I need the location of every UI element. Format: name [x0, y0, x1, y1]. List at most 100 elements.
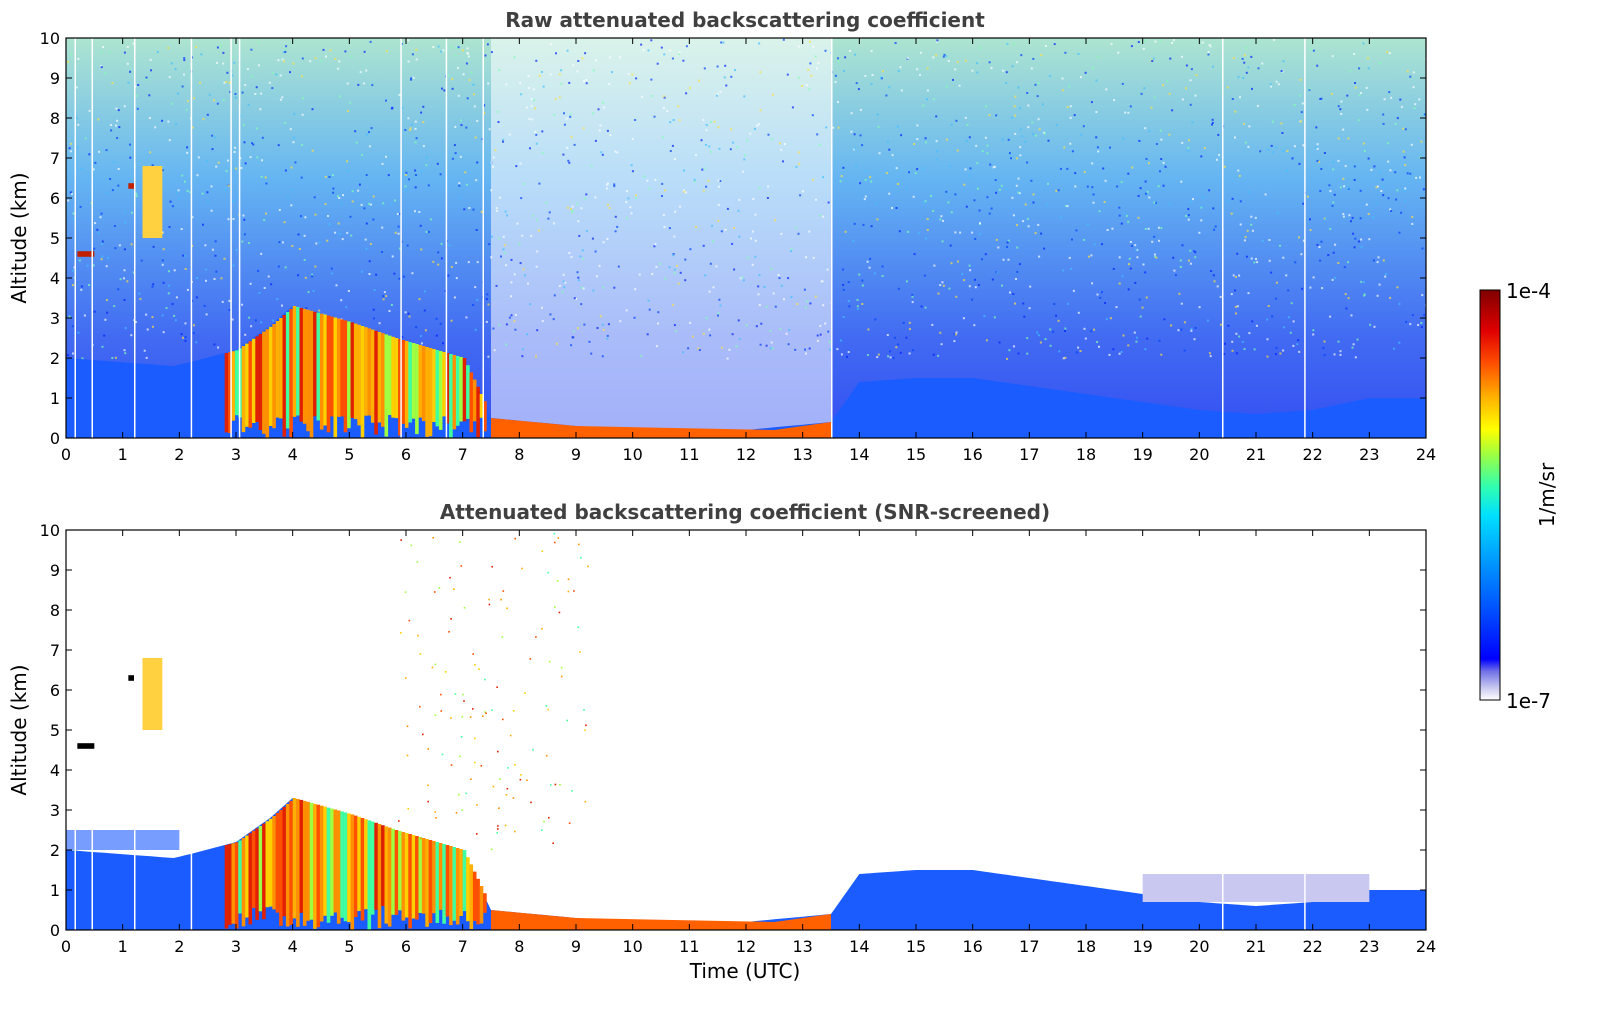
noise-pixel: [1339, 353, 1342, 356]
noise-pixel: [930, 194, 932, 197]
noise-pixel: [1394, 123, 1397, 125]
noise-pixel: [870, 225, 873, 228]
x-tick-label: 16: [962, 937, 982, 956]
noise-pixel: [326, 239, 329, 242]
noise-pixel: [414, 120, 417, 123]
noise-pixel: [1243, 122, 1245, 125]
noise-pixel: [311, 108, 314, 111]
noise-pixel: [1093, 328, 1096, 331]
noise-pixel: [520, 197, 523, 200]
noise-pixel: [381, 251, 383, 253]
noise-pixel: [1242, 77, 1245, 79]
cloud-streak: [442, 844, 446, 924]
noise-pixel: [80, 167, 83, 170]
cloud-streak: [319, 313, 324, 430]
noise-pixel: [347, 290, 350, 292]
noise-pixel: [1376, 294, 1379, 297]
noise-pixel: [415, 174, 417, 176]
noise-pixel: [580, 286, 583, 289]
noise-pixel: [801, 190, 804, 193]
noise-pixel: [349, 215, 352, 218]
noise-pixel: [368, 145, 371, 148]
noise-pixel: [1079, 350, 1082, 352]
noise-pixel: [390, 304, 393, 306]
noise-pixel: [1086, 223, 1089, 226]
noise-pixel: [864, 75, 867, 77]
noise-pixel: [1075, 229, 1078, 232]
noise-pixel: [1152, 57, 1155, 60]
panel-screened-axes: 0 1 2 3 4 5 6 7 8 9 10 11 12 13 14 15 16 17 18 19 20 21 22 23 24…: [40, 521, 1437, 956]
cloud-streak: [381, 333, 385, 427]
noise-pixel: [1337, 159, 1340, 162]
noise-pixel: [137, 84, 140, 86]
noise-pixel: [134, 321, 137, 323]
noise-pixel: [663, 53, 666, 56]
noise-pixel: [381, 162, 384, 165]
noise-pixel: [1244, 235, 1247, 238]
noise-pixel: [515, 165, 518, 168]
noise-pixel: [1160, 158, 1163, 160]
noise-pixel: [1316, 64, 1319, 67]
noise-pixel: [1250, 55, 1253, 58]
noise-pixel: [562, 153, 565, 156]
noise-pixel: [989, 163, 992, 166]
y-tick-label: 4: [50, 761, 60, 780]
cloud-streak: [415, 836, 419, 920]
noise-pixel: [819, 324, 822, 327]
noise-pixel: [1421, 294, 1424, 297]
noise-pixel: [1131, 166, 1134, 169]
noise-pixel: [107, 256, 110, 259]
panel-screened-ylabel: Altitude (km): [7, 664, 31, 795]
noise-pixel: [1171, 42, 1173, 44]
noise-pixel: [226, 71, 229, 74]
noise-pixel: [1213, 228, 1216, 231]
cloud-streak: [292, 306, 297, 417]
noise-pixel: [797, 76, 800, 79]
noise-pixel: [1128, 257, 1131, 260]
noise-pixel: [596, 327, 599, 329]
noise-pixel: [1342, 213, 1345, 215]
noise-pixel: [634, 288, 637, 291]
noise-pixel: [758, 187, 761, 189]
missing-profile: [190, 830, 193, 930]
noise-pixel: [162, 331, 165, 334]
noise-pixel: [398, 93, 401, 96]
noise-pixel: [718, 298, 721, 301]
noise-pixel: [1396, 286, 1399, 289]
noise-pixel: [145, 356, 148, 359]
noise-pixel: [129, 143, 131, 146]
noise-pixel: [780, 232, 783, 235]
noise-pixel: [281, 241, 284, 244]
noise-pixel: [1201, 41, 1204, 44]
noise-pixel: [104, 72, 107, 75]
noise-pixel: [467, 55, 470, 58]
noise-pixel: [888, 86, 891, 89]
noise-pixel: [1389, 169, 1392, 172]
noise-pixel: [739, 277, 742, 280]
noise-pixel: [529, 147, 531, 150]
noise-pixel: [227, 184, 230, 187]
noise-pixel: [391, 255, 394, 258]
noise-pixel: [722, 41, 725, 44]
noise-pixel: [911, 301, 914, 304]
noise-pixel: [135, 192, 138, 195]
noise-pixel: [751, 263, 754, 266]
noise-pixel: [601, 153, 604, 156]
noise-pixel: [530, 801, 532, 804]
noise-pixel: [463, 700, 465, 702]
cloud-streak: [428, 840, 433, 924]
noise-pixel: [1090, 101, 1093, 104]
noise-pixel: [1289, 331, 1292, 334]
noise-pixel: [1308, 87, 1311, 90]
noise-pixel: [1190, 329, 1193, 332]
noise-pixel: [233, 151, 236, 153]
noise-pixel: [476, 804, 478, 806]
noise-pixel: [1282, 349, 1285, 352]
noise-pixel: [1293, 104, 1296, 106]
noise-pixel: [289, 128, 292, 131]
noise-pixel: [614, 230, 617, 233]
noise-pixel: [340, 299, 343, 302]
noise-pixel: [412, 76, 415, 79]
cloud-streak: [272, 324, 276, 429]
noise-pixel: [919, 73, 921, 76]
